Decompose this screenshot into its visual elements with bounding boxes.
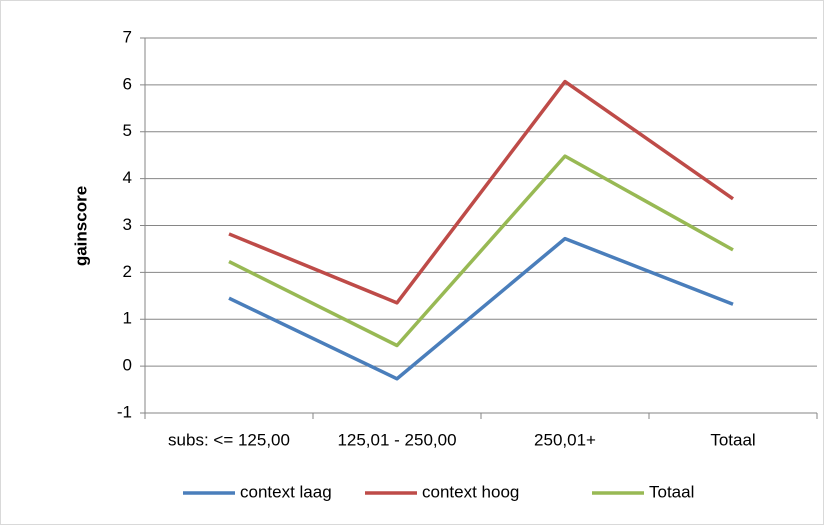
y-axis-label: gainscore bbox=[71, 186, 90, 266]
y-tick-label: 4 bbox=[123, 168, 132, 187]
y-tick-label: 7 bbox=[123, 27, 132, 46]
legend-label: context hoog bbox=[422, 482, 519, 501]
x-tick-label: 250,01+ bbox=[534, 430, 596, 449]
x-tick-label: subs: <= 125,00 bbox=[168, 430, 290, 449]
series-line bbox=[228, 79, 735, 305]
y-tick-label: 6 bbox=[123, 74, 132, 93]
y-tick-label: 2 bbox=[123, 262, 132, 281]
y-tick-label: 0 bbox=[123, 356, 132, 375]
y-tick-label: -1 bbox=[117, 402, 132, 421]
x-tick-label: 125,01 - 250,00 bbox=[337, 430, 456, 449]
legend-label: context laag bbox=[240, 482, 332, 501]
y-tick-label: 3 bbox=[123, 215, 132, 234]
series-line bbox=[228, 236, 734, 381]
series-line bbox=[228, 154, 734, 348]
y-tick-label: 5 bbox=[123, 121, 132, 140]
legend-label: Totaal bbox=[649, 482, 694, 501]
x-tick-label: Totaal bbox=[710, 430, 755, 449]
y-tick-label: 1 bbox=[123, 309, 132, 328]
